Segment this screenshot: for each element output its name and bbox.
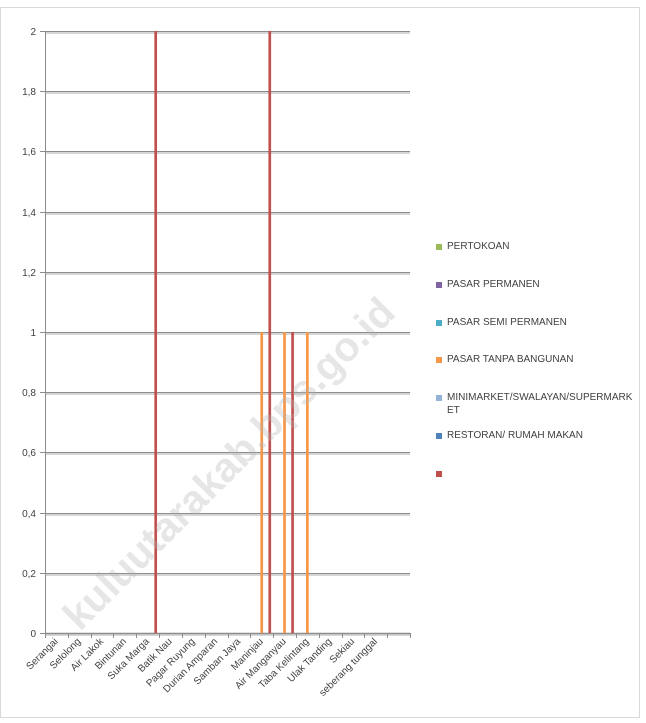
- chart-border: [0, 7, 640, 718]
- bar: [291, 332, 294, 633]
- grid-layer: [45, 31, 410, 636]
- y-tick-label: 1,2: [22, 268, 36, 279]
- bar: [306, 332, 309, 633]
- bar: [268, 31, 272, 633]
- bar: [260, 332, 264, 633]
- y-tick-label: 0,8: [22, 388, 36, 399]
- y-tick-label: 0,6: [22, 448, 36, 459]
- y-tick-label: 1,4: [22, 208, 36, 219]
- y-tick-label: 1: [30, 328, 36, 339]
- y-tick-label: 1,6: [22, 147, 36, 158]
- bar: [154, 31, 158, 633]
- y-tick-label: 2: [30, 27, 36, 38]
- bar-series: [154, 31, 294, 633]
- y-tick-label: 0,4: [22, 509, 36, 520]
- y-tick-label: 1,8: [22, 87, 36, 98]
- y-tick-label: 0: [30, 629, 36, 640]
- bar-series: [260, 332, 309, 633]
- bar: [283, 332, 286, 633]
- axis-layer: 0 0,2 0,4 0,6 0,8 1 1,2 1,4 1,6 1,8 2: [22, 27, 411, 640]
- bar-layer: [154, 31, 309, 633]
- y-tick-label: 0,2: [22, 569, 36, 580]
